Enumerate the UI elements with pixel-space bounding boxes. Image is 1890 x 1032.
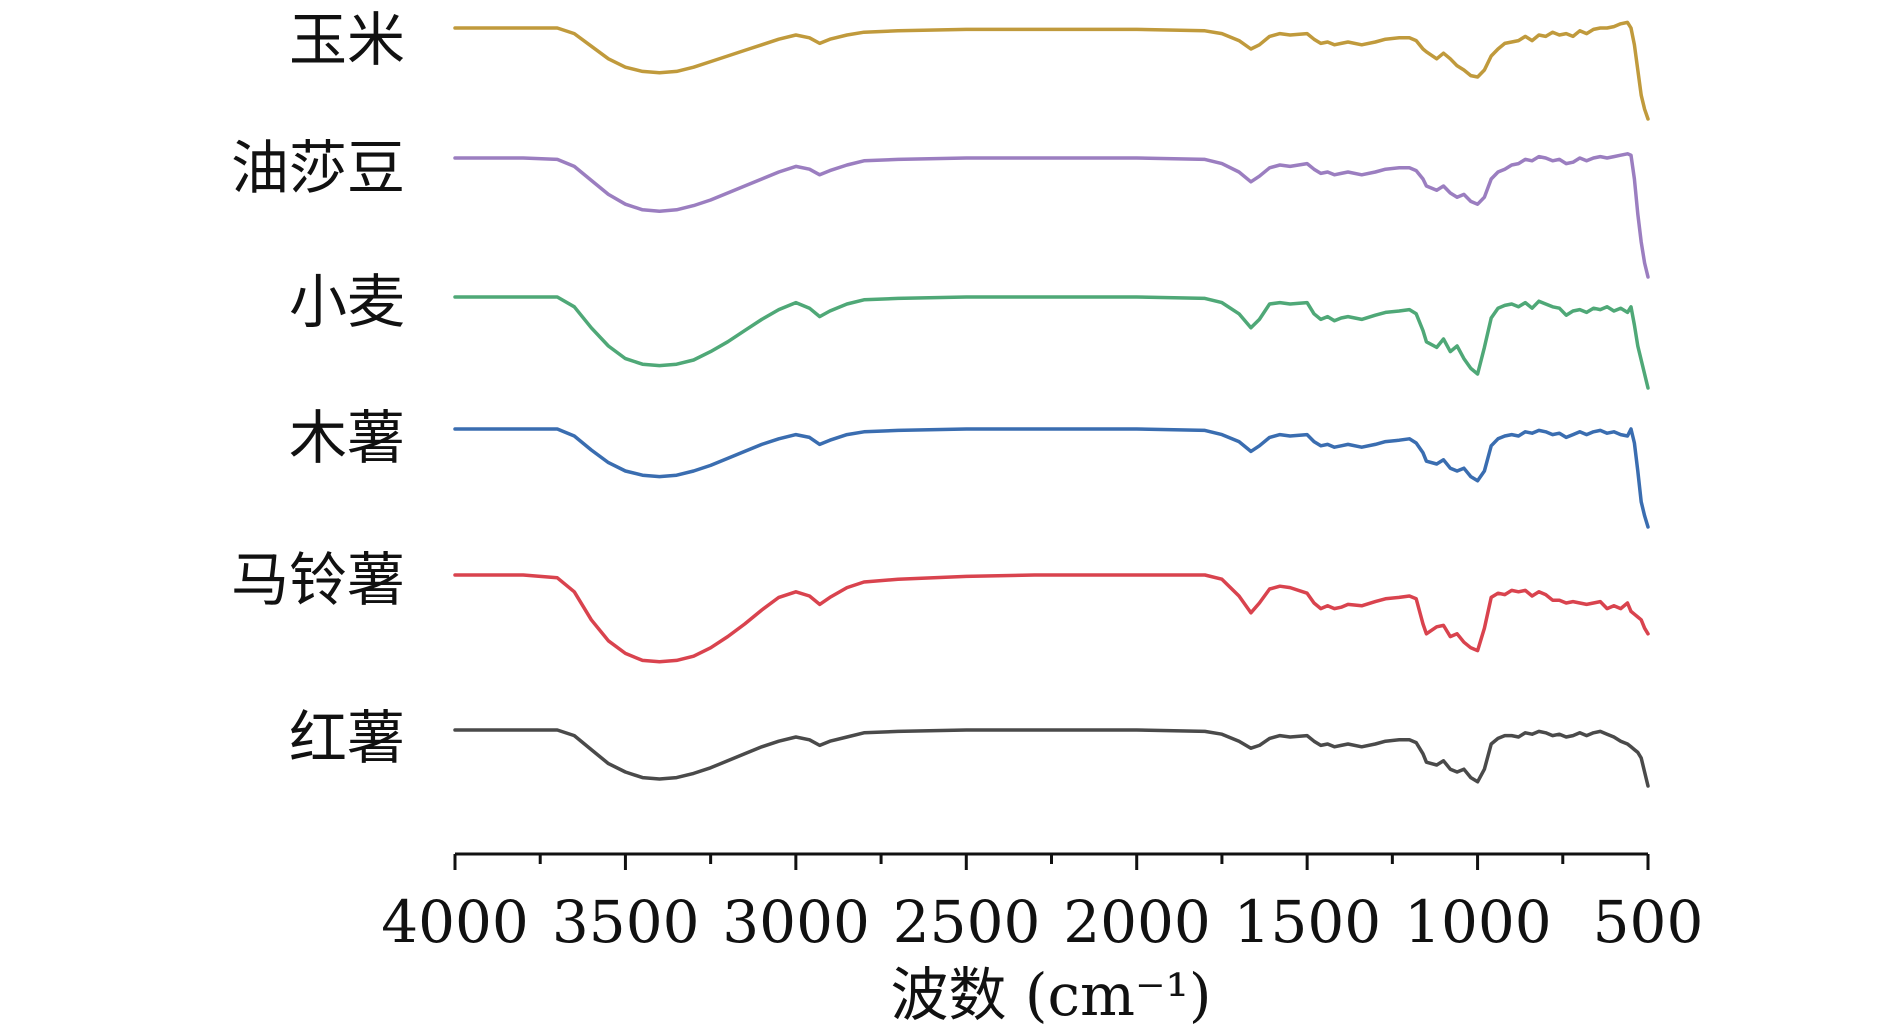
x-tick-label-3000: 3000	[722, 888, 870, 956]
spectrum-line-2	[453, 152, 1650, 279]
x-tick-label-3500: 3500	[552, 888, 700, 956]
x-tick-label-500: 500	[1593, 888, 1704, 956]
spectrum-line-5	[453, 573, 1650, 664]
series-labels: 玉米 油莎豆 小麦 木薯 马铃薯 红薯	[231, 6, 405, 772]
series-label-potato: 马铃薯	[231, 546, 405, 614]
x-axis-tick-labels: 4000 3500 3000 2500 2000 1500 1000 500	[381, 888, 1703, 956]
x-axis-ticks	[453, 854, 1650, 870]
spectra-group	[453, 20, 1650, 788]
spectrum-line-1	[453, 20, 1650, 121]
series-label-sweet-potato: 红薯	[289, 704, 405, 772]
x-tick-label-1500: 1500	[1234, 888, 1382, 956]
series-label-cassava: 木薯	[289, 404, 405, 472]
spectrum-line-3	[453, 295, 1650, 390]
x-axis: 4000 3500 3000 2500 2000 1500 1000 500 波…	[381, 852, 1703, 1029]
series-label-tiger-nut: 油莎豆	[231, 134, 405, 202]
x-tick-label-2000: 2000	[1063, 888, 1211, 956]
series-label-corn: 玉米	[289, 6, 405, 74]
x-axis-title: 波数 (cm⁻¹)	[890, 961, 1211, 1029]
x-tick-label-4000: 4000	[381, 888, 529, 956]
spectrum-line-6	[453, 728, 1650, 788]
series-label-wheat: 小麦	[289, 268, 405, 336]
x-tick-label-1000: 1000	[1404, 888, 1552, 956]
spectrum-line-4	[453, 427, 1650, 529]
x-tick-label-2500: 2500	[893, 888, 1041, 956]
